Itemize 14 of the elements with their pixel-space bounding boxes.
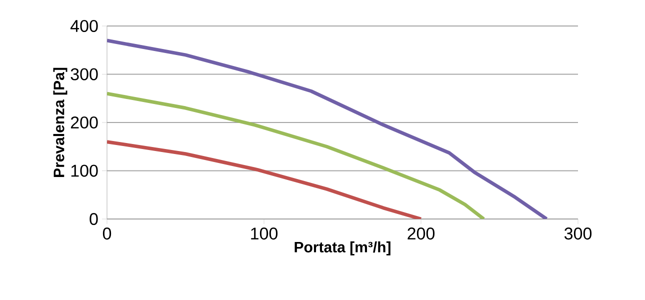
x-axis-title: Portata [m³/h] xyxy=(294,241,390,256)
x-tick-label: 300 xyxy=(564,228,592,240)
y-tick-label: 200 xyxy=(70,116,98,129)
y-tick-label: 100 xyxy=(71,164,98,177)
line-series xyxy=(107,92,486,219)
line-series xyxy=(107,140,423,219)
y-tick-label: 0 xyxy=(90,212,98,226)
x-tick-label: 200 xyxy=(408,228,435,240)
x-tick-label: 100 xyxy=(251,228,278,240)
x-tick-label: 0 xyxy=(102,228,112,240)
y-tick-label: 400 xyxy=(70,20,98,32)
y-tick-label: 300 xyxy=(70,68,98,80)
line-series xyxy=(107,38,548,219)
y-axis-title: Prevalenza [Pa] xyxy=(53,68,68,177)
